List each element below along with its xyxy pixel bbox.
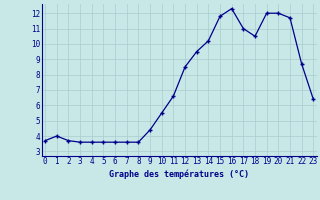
X-axis label: Graphe des températures (°C): Graphe des températures (°C) — [109, 169, 249, 179]
